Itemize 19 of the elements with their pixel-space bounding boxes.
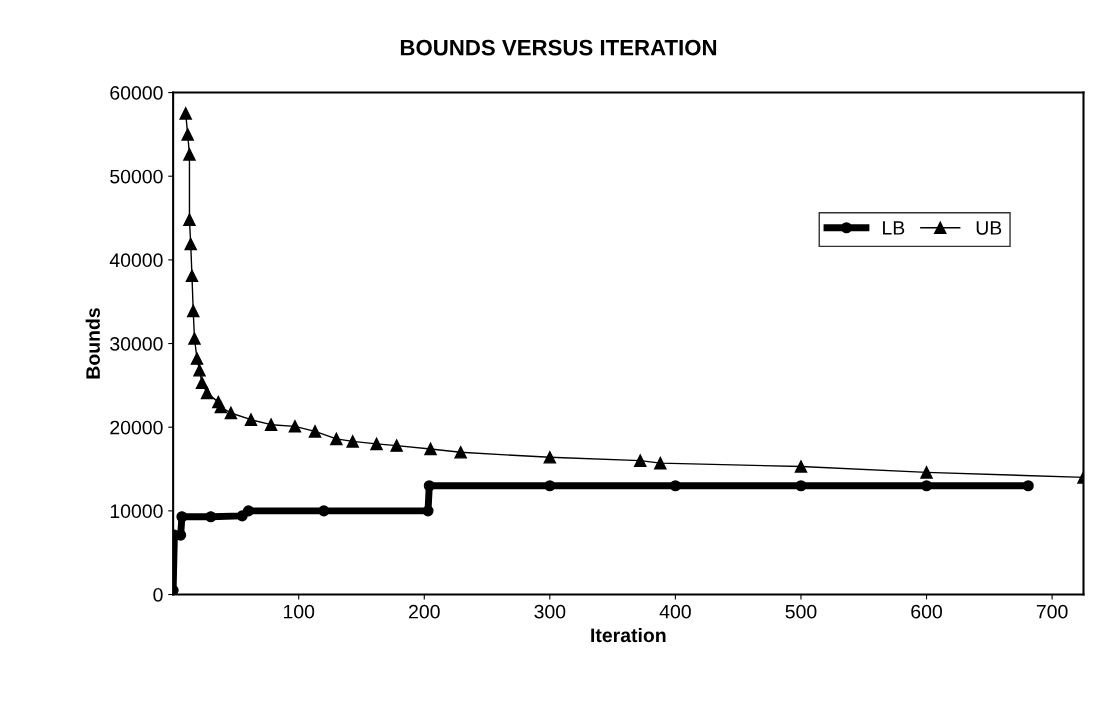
y-tick-label: 40000 xyxy=(109,253,163,268)
legend-label: LB xyxy=(883,221,905,235)
y-tick-label: 50000 xyxy=(110,169,163,184)
x-tick-label: 200 xyxy=(409,604,440,619)
legend-label: UB xyxy=(976,221,1002,235)
y-tick-label: 30000 xyxy=(110,337,163,351)
y-tick-label: 60000 xyxy=(110,86,163,100)
x-tick-label: 100 xyxy=(283,604,315,619)
x-tick-label: 700 xyxy=(1036,604,1068,619)
x-axis-title: Iteration xyxy=(591,627,666,643)
y-tick-label: 0 xyxy=(153,587,163,602)
chart-title: BOUNDS VERSUS ITERATION xyxy=(400,39,717,56)
x-tick-label: 400 xyxy=(659,604,691,619)
y-tick-label: 20000 xyxy=(110,420,163,435)
x-tick-label: 500 xyxy=(785,604,817,619)
x-tick-label: 300 xyxy=(534,604,566,619)
y-tick-label: 10000 xyxy=(110,504,163,519)
x-tick-label: 600 xyxy=(911,604,942,619)
y-axis-title: Bounds xyxy=(85,308,100,379)
